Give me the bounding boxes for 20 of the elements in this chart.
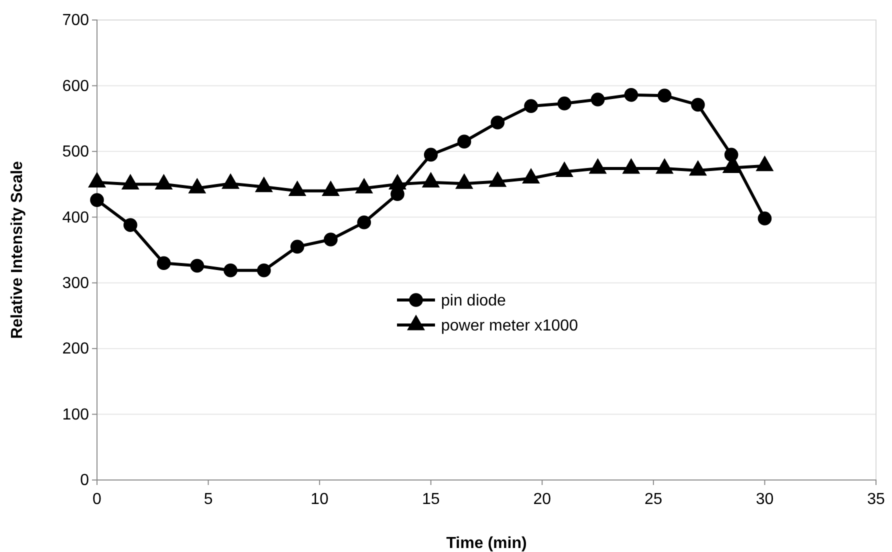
legend-label: power meter x1000 bbox=[441, 318, 578, 335]
x-axis-title: Time (min) bbox=[446, 535, 527, 552]
x-tick-label: 15 bbox=[422, 491, 440, 508]
y-tick-label: 400 bbox=[62, 209, 90, 226]
x-tick-label: 0 bbox=[92, 491, 102, 508]
x-tick-label: 20 bbox=[533, 491, 552, 508]
x-tick-label: 30 bbox=[756, 491, 774, 508]
y-tick-label: 200 bbox=[62, 340, 90, 358]
y-tick-label: 100 bbox=[62, 406, 90, 424]
y-tick-label: 600 bbox=[62, 78, 90, 95]
x-tick-label: 10 bbox=[310, 491, 329, 508]
x-tick-label: 5 bbox=[204, 491, 213, 508]
y-axis-title: Relative Intensity Scale bbox=[9, 160, 26, 339]
y-tick-label: 700 bbox=[62, 12, 90, 30]
y-tick-label: 300 bbox=[62, 274, 90, 292]
y-tick-label: 500 bbox=[62, 144, 90, 161]
y-tick-label: 0 bbox=[80, 472, 90, 490]
legend-label: pin diode bbox=[441, 292, 506, 310]
x-tick-label: 35 bbox=[867, 491, 885, 508]
x-tick-label: 25 bbox=[644, 491, 662, 508]
